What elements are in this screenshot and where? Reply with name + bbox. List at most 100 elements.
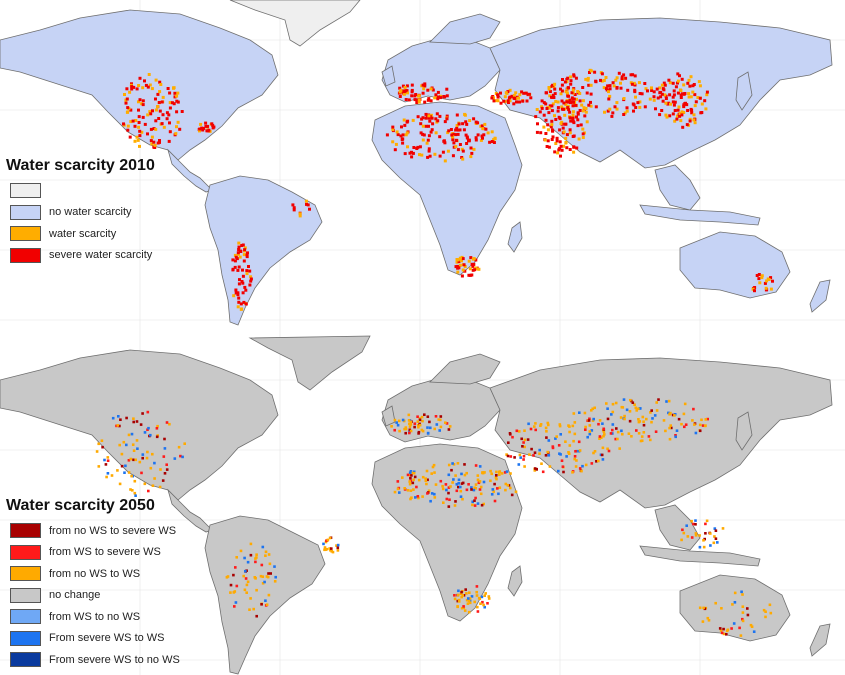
scarcity-cell — [417, 424, 420, 427]
legend-item-no-change: no change — [10, 585, 180, 607]
scarcity-cell — [233, 265, 237, 269]
scarcity-cell — [416, 495, 420, 498]
scarcity-cell — [232, 573, 235, 577]
scarcity-cell — [411, 481, 415, 485]
scarcity-cell — [137, 100, 140, 104]
scarcity-cell — [456, 148, 460, 152]
scarcity-cell — [662, 81, 666, 85]
scarcity-cell — [492, 96, 495, 100]
scarcity-cell — [642, 423, 646, 427]
scarcity-cell — [465, 142, 469, 145]
scarcity-cell — [412, 146, 416, 149]
scarcity-cell — [517, 96, 520, 100]
scarcity-cell — [467, 259, 471, 263]
scarcity-cell — [457, 266, 461, 270]
scarcity-cell — [243, 246, 247, 250]
scarcity-cell — [160, 122, 164, 126]
scarcity-cell — [604, 87, 608, 91]
scarcity-cell — [689, 95, 693, 99]
scarcity-cell — [145, 456, 149, 460]
scarcity-cell — [619, 81, 622, 85]
scarcity-cell — [620, 77, 624, 81]
scarcity-cell — [543, 138, 547, 142]
scarcity-cell — [589, 100, 592, 104]
scarcity-cell — [554, 100, 558, 103]
scarcity-cell — [176, 91, 180, 95]
scarcity-cell — [660, 92, 664, 96]
scarcity-cell — [560, 459, 564, 462]
scarcity-cell — [448, 425, 452, 428]
scarcity-cell — [661, 87, 665, 91]
scarcity-cell — [252, 607, 255, 611]
scarcity-cell — [503, 471, 507, 474]
scarcity-cell — [675, 117, 679, 121]
scarcity-cell — [760, 276, 764, 280]
scarcity-cell — [175, 125, 178, 129]
scarcity-cell — [468, 267, 472, 271]
scarcity-cell — [515, 429, 519, 433]
scarcity-cell — [652, 98, 656, 102]
scarcity-cell — [661, 99, 665, 103]
scarcity-cell — [456, 132, 460, 136]
scarcity-cell — [511, 435, 514, 439]
scarcity-cell — [420, 153, 424, 157]
scarcity-cell — [562, 130, 566, 134]
scarcity-cell — [455, 258, 459, 261]
scarcity-cell — [447, 491, 450, 495]
scarcity-cell — [637, 432, 641, 435]
scarcity-cell — [504, 482, 508, 486]
scarcity-cell — [390, 425, 393, 428]
scarcity-cell — [472, 147, 476, 151]
scarcity-cell — [410, 474, 413, 477]
scarcity-cell — [704, 522, 707, 526]
scarcity-cell — [757, 273, 761, 276]
scarcity-cell — [137, 108, 140, 112]
legend-swatch — [10, 652, 41, 668]
scarcity-cell — [133, 139, 137, 143]
scarcity-cell — [150, 87, 154, 91]
scarcity-cell — [482, 133, 486, 137]
scarcity-cell — [527, 422, 530, 426]
scarcity-cell — [581, 99, 585, 103]
scarcity-cell — [730, 627, 733, 630]
scarcity-cell — [580, 469, 583, 473]
scarcity-cell — [502, 99, 506, 103]
scarcity-cell — [430, 116, 434, 120]
scarcity-cell — [447, 428, 451, 431]
scarcity-cell — [229, 583, 233, 587]
scarcity-cell — [550, 109, 554, 113]
scarcity-cell — [418, 423, 422, 427]
scarcity-cell — [631, 73, 635, 77]
scarcity-cell — [581, 127, 585, 131]
scarcity-cell — [722, 627, 725, 631]
scarcity-cell — [443, 95, 447, 99]
scarcity-cell — [140, 102, 144, 106]
scarcity-cell — [173, 457, 177, 460]
scarcity-cell — [621, 432, 624, 436]
scarcity-cell — [600, 436, 603, 439]
scarcity-cell — [676, 91, 680, 95]
scarcity-cell — [455, 126, 459, 130]
legend-swatch — [10, 566, 41, 582]
scarcity-cell — [482, 480, 486, 484]
scarcity-cell — [237, 296, 241, 300]
scarcity-cell — [244, 288, 248, 292]
scarcity-cell — [306, 203, 310, 207]
scarcity-cell — [239, 302, 243, 306]
scarcity-cell — [558, 140, 562, 144]
scarcity-cell — [261, 575, 265, 578]
scarcity-cell — [398, 95, 402, 98]
scarcity-cell — [407, 413, 411, 417]
scarcity-cell — [504, 488, 507, 492]
scarcity-cell — [202, 126, 206, 130]
scarcity-cell — [586, 78, 590, 82]
scarcity-cell — [544, 132, 548, 135]
scarcity-cell — [237, 245, 241, 249]
scarcity-cell — [459, 495, 463, 498]
scarcity-cell — [569, 79, 573, 83]
scarcity-cell — [146, 450, 149, 454]
scarcity-cell — [428, 154, 432, 158]
scarcity-cell — [147, 489, 150, 493]
scarcity-cell — [454, 133, 458, 137]
scarcity-cell — [512, 102, 516, 106]
